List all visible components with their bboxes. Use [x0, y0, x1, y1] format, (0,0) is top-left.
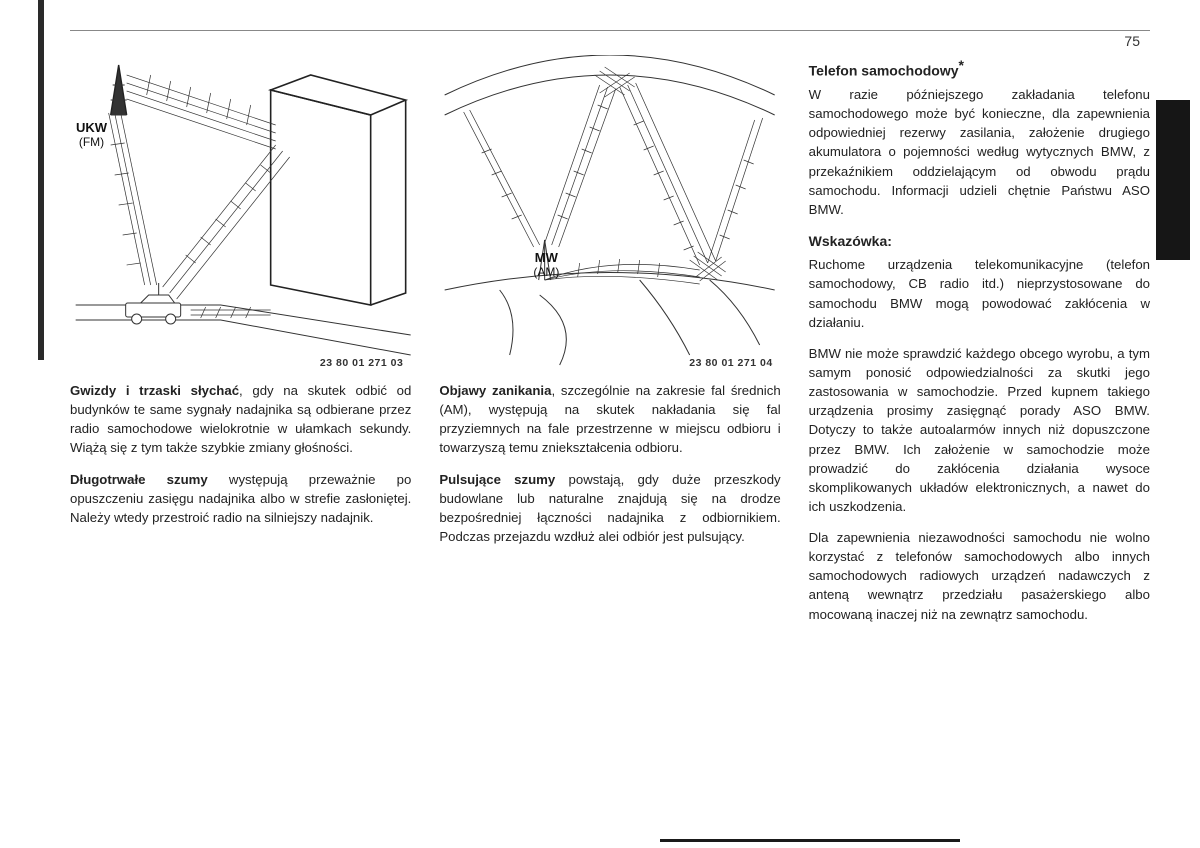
col3-para1: W razie późniejszego zakładania telefonu… [809, 85, 1150, 219]
fm-diagram-icon [70, 55, 411, 375]
scan-artifact-left [38, 0, 44, 360]
col3-para3: BMW nie może sprawdzić każdego obcego wy… [809, 344, 1150, 516]
am-diagram-icon [439, 55, 780, 375]
col1-para1: Gwizdy i trzaski słychać, gdy na skutek … [70, 381, 411, 458]
col2-para1: Objawy zanikania, szczególnie na zakresi… [439, 381, 780, 458]
col3-heading-note: Wskazówka: [809, 231, 1150, 251]
column-3: Telefon samochodowy* W razie późniejszeg… [809, 55, 1150, 636]
figure-am-skywave: MW (AM) 23 80 01 271 04 [439, 55, 780, 375]
figure-code-left: 23 80 01 271 03 [320, 356, 403, 371]
am-label-sub: (AM) [533, 265, 559, 279]
fm-label-sub: (FM) [79, 135, 104, 149]
content-columns: UKW (FM) 23 80 01 271 03 Gwizdy i trzask… [70, 55, 1150, 636]
am-label-text: MW [535, 250, 558, 265]
col1-p2-lead: Długotrwałe szumy [70, 472, 208, 487]
fm-label-text: UKW [76, 120, 107, 135]
am-band-label: MW (AM) [533, 251, 559, 280]
col1-p1-lead: Gwizdy i trzaski słychać [70, 383, 239, 398]
manual-page: 75 [70, 30, 1150, 636]
top-rule [70, 30, 1150, 31]
page-number: 75 [70, 33, 1150, 49]
thumb-index-tab [1156, 100, 1190, 260]
col2-p2-lead: Pulsujące szumy [439, 472, 555, 487]
column-2: MW (AM) 23 80 01 271 04 Objawy zanikania… [439, 55, 780, 636]
col2-para2: Pulsujące szumy powstają, gdy duże przes… [439, 470, 780, 547]
col3-heading-phone: Telefon samochodowy* [809, 55, 1150, 81]
figure-fm-reflection: UKW (FM) 23 80 01 271 03 [70, 55, 411, 375]
column-1: UKW (FM) 23 80 01 271 03 Gwizdy i trzask… [70, 55, 411, 636]
col2-p1-lead: Objawy zanikania [439, 383, 551, 398]
col3-para2: Ruchome urządzenia telekomunikacyjne (te… [809, 255, 1150, 332]
scan-artifact-bottom [0, 839, 1200, 842]
figure-code-middle: 23 80 01 271 04 [689, 356, 772, 371]
col3-h1-text: Telefon samochodowy [809, 63, 959, 79]
col3-para4: Dla zapewnienia niezawodności samochodu … [809, 528, 1150, 624]
col1-para2: Długotrwałe szumy występują przeważnie p… [70, 470, 411, 527]
footnote-star-icon: * [959, 57, 964, 73]
fm-band-label: UKW (FM) [76, 121, 107, 150]
